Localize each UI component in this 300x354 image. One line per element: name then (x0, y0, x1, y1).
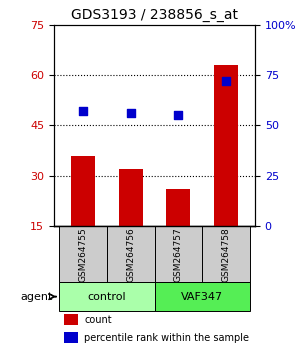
Point (80, 109, 85, 114)
Point (224, 78, 229, 84)
Text: count: count (84, 315, 112, 325)
Bar (64, 332, 78, 343)
FancyBboxPatch shape (59, 226, 106, 282)
Text: agent: agent (21, 292, 53, 302)
Point (176, 113, 181, 118)
Bar (71, 156, 95, 226)
Text: control: control (87, 292, 126, 302)
Text: VAF347: VAF347 (181, 292, 224, 302)
Bar (64, 314, 78, 325)
FancyBboxPatch shape (154, 226, 202, 282)
FancyBboxPatch shape (154, 282, 250, 311)
Text: GSM264756: GSM264756 (126, 227, 135, 282)
Bar (214, 65, 238, 226)
Title: GDS3193 / 238856_s_at: GDS3193 / 238856_s_at (71, 8, 238, 22)
FancyBboxPatch shape (106, 226, 154, 282)
FancyBboxPatch shape (59, 282, 154, 311)
Bar (118, 169, 142, 226)
Text: percentile rank within the sample: percentile rank within the sample (84, 333, 249, 343)
Text: GSM264757: GSM264757 (174, 227, 183, 282)
Bar (167, 189, 191, 226)
Point (128, 110, 133, 116)
Text: GSM264755: GSM264755 (78, 227, 87, 282)
Text: GSM264758: GSM264758 (222, 227, 231, 282)
FancyBboxPatch shape (202, 226, 250, 282)
